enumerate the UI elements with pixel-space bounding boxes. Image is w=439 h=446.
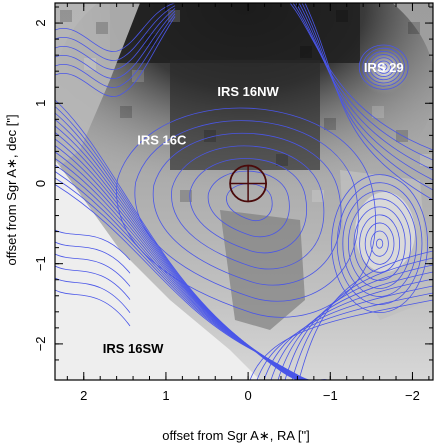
source-label: IRS 29 — [364, 60, 404, 75]
plot-frame — [54, 2, 434, 381]
y-tick-label: 1 — [33, 100, 48, 107]
contour-lines — [55, 3, 433, 380]
x-tick-label: 2 — [80, 388, 87, 403]
x-tick-label: 1 — [162, 388, 169, 403]
x-axis-title: offset from Sgr A∗, RA ["] — [162, 428, 310, 443]
x-tick-label: −2 — [405, 388, 420, 403]
y-tick-label: −1 — [33, 256, 48, 271]
axis-ticks — [55, 3, 433, 380]
y-tick-label: 0 — [33, 180, 48, 187]
tick-labels: 2 1 0 −1 −2 2 1 0 −1 −2 — [33, 19, 420, 403]
grayscale-image — [55, 3, 433, 380]
y-tick-label: 2 — [33, 19, 48, 26]
source-label: IRS 16C — [137, 132, 187, 147]
source-label: IRS 16NW — [217, 84, 279, 99]
source-label: IRS 16SW — [103, 341, 164, 356]
sgr-a-marker — [229, 164, 268, 203]
y-axis-title: offset from Sgr A∗, dec ["] — [4, 114, 19, 265]
x-tick-label: −1 — [323, 388, 338, 403]
source-labels: IRS 29 IRS 16NW IRS 16C IRS 16SW — [103, 60, 404, 356]
y-tick-label: −2 — [33, 336, 48, 351]
x-tick-label: 0 — [244, 388, 251, 403]
